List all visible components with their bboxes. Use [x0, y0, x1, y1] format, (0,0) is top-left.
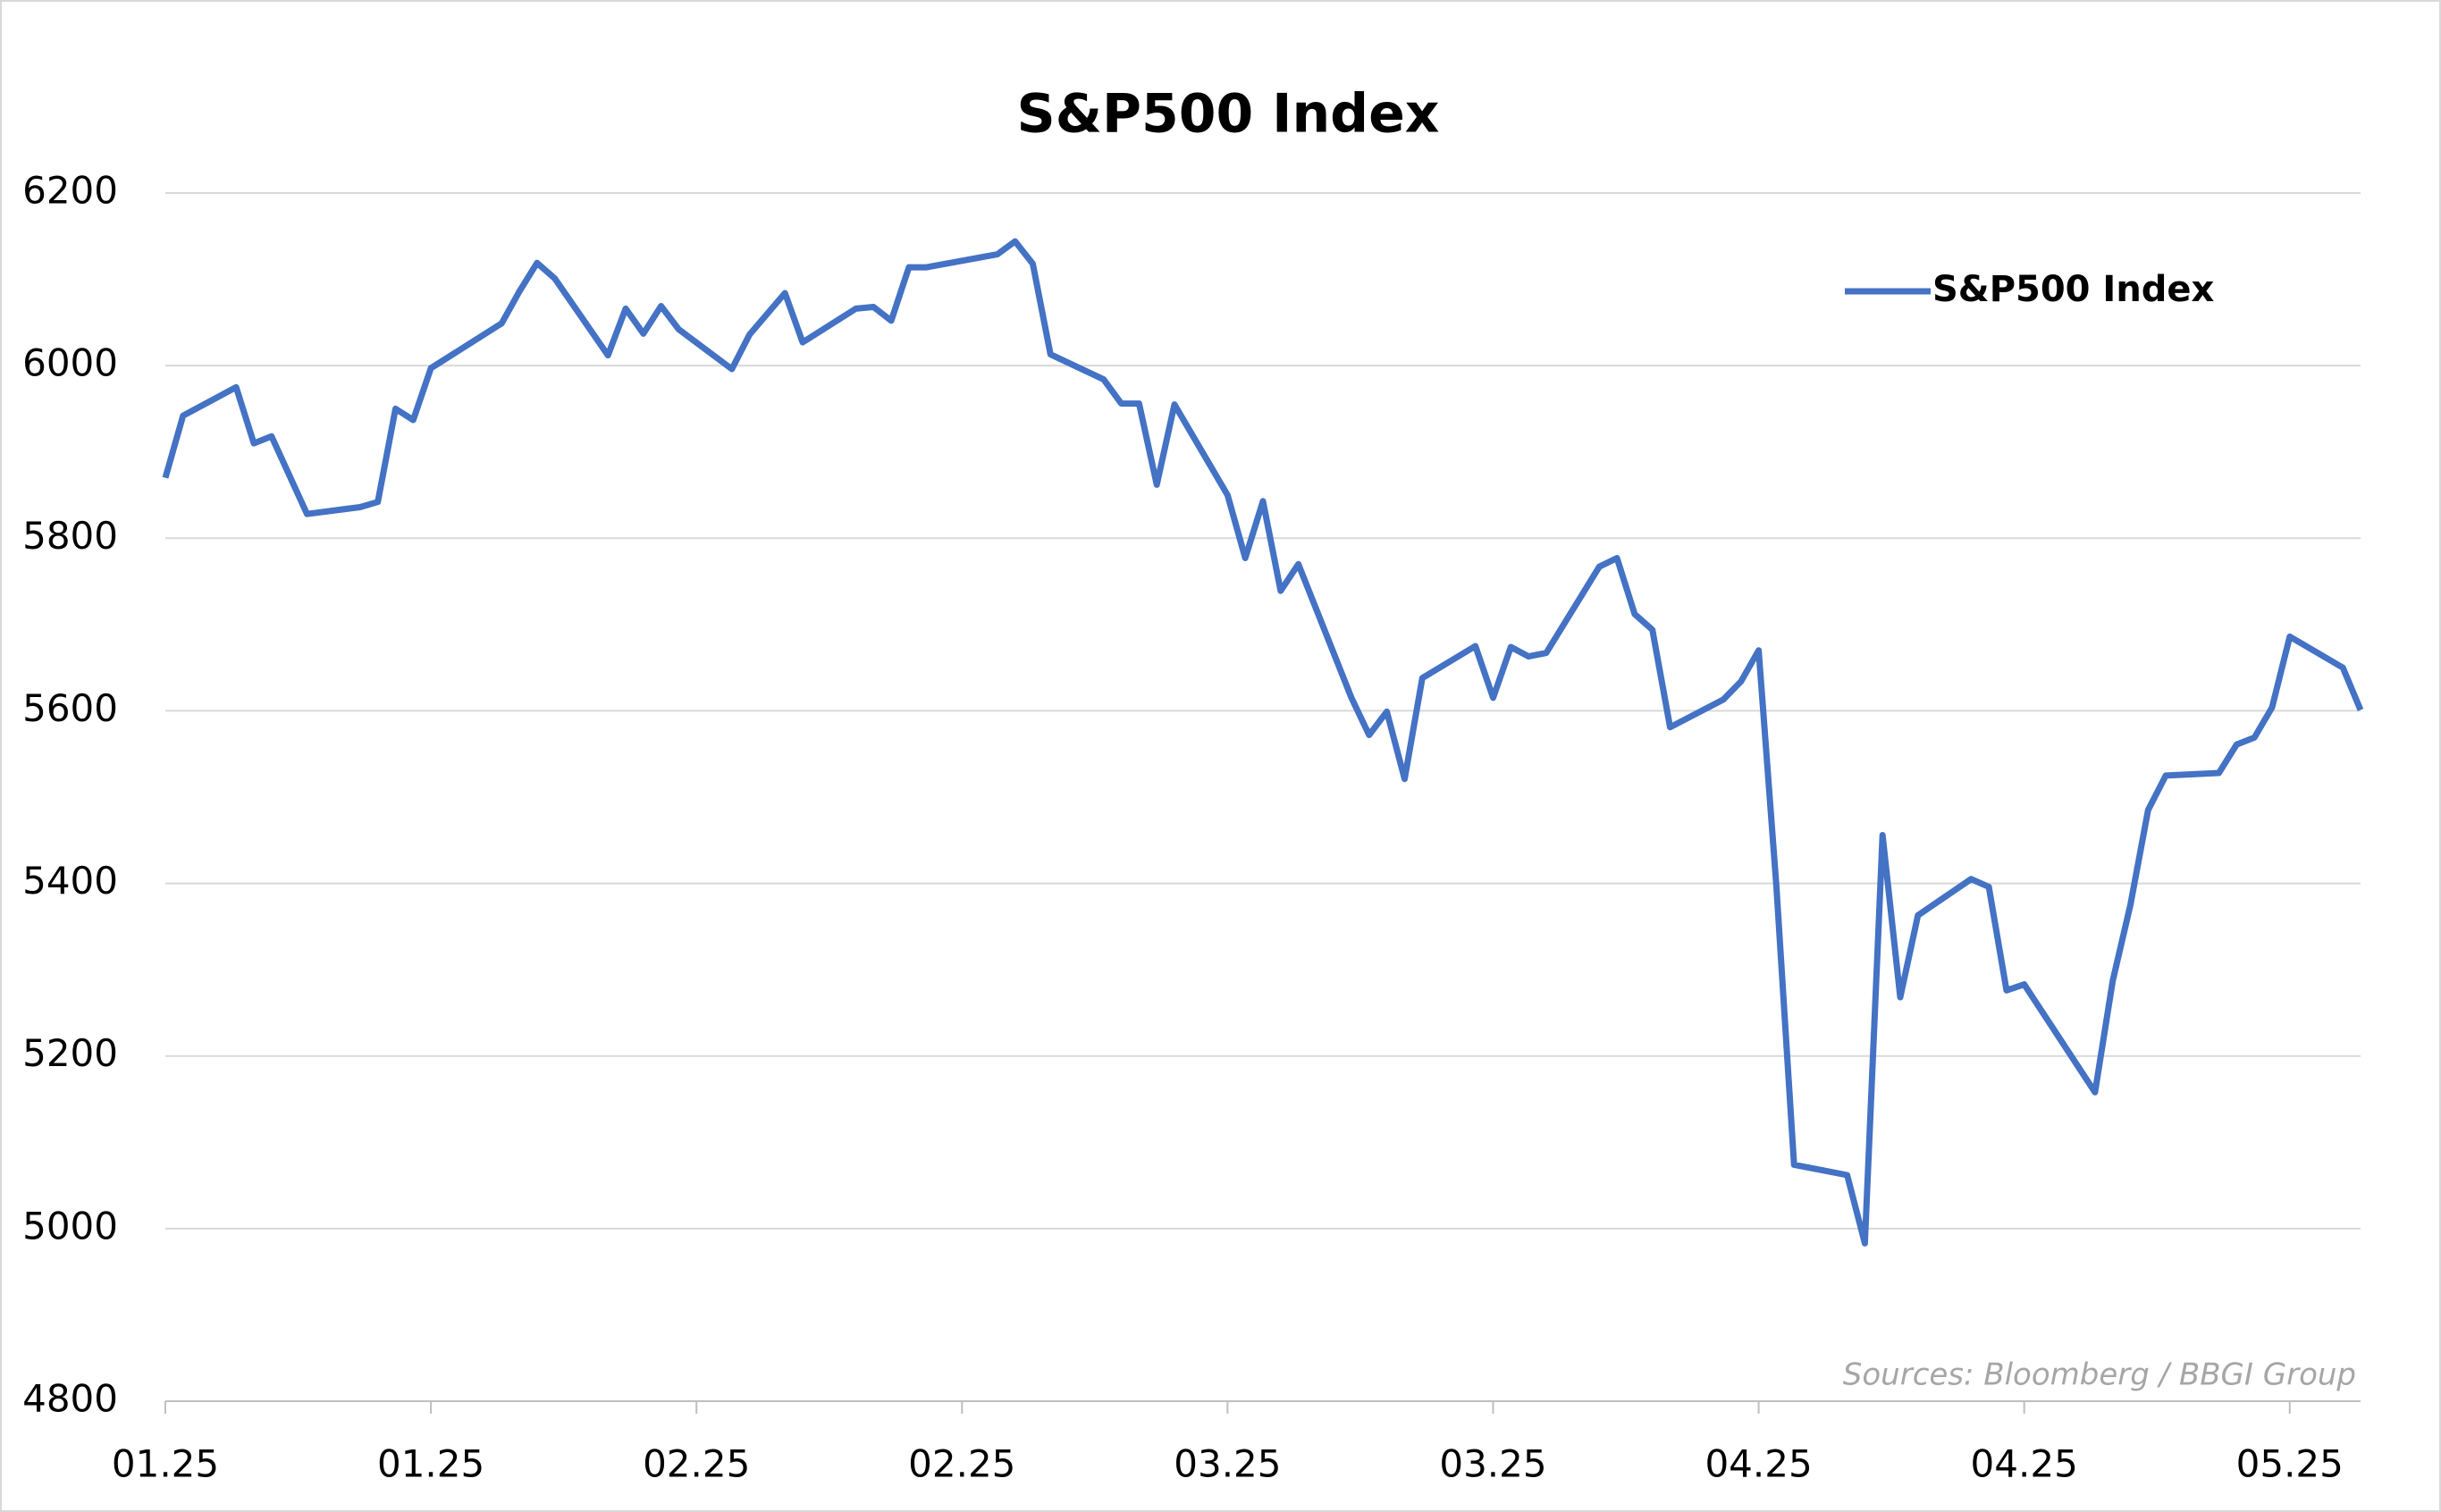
y-tick-label: 5400 — [22, 859, 118, 903]
x-tick-label: 04.25 — [1704, 1442, 1812, 1486]
y-tick-label: 5600 — [22, 686, 118, 730]
series-line — [162, 238, 2364, 1247]
y-tick-label: 5800 — [22, 514, 118, 558]
y-tick-label: 5000 — [22, 1204, 118, 1247]
x-tick-label: 05.25 — [2236, 1442, 2344, 1486]
y-tick-label: 4800 — [22, 1377, 118, 1421]
x-tick-label: 03.25 — [1439, 1442, 1546, 1486]
source-note: Sources: Bloomberg / BBGI Group — [1843, 1357, 2356, 1393]
x-tick-label: 01.25 — [112, 1442, 219, 1486]
x-tick-label: 04.25 — [1971, 1442, 2078, 1486]
x-tick-label: 01.25 — [377, 1442, 484, 1486]
x-tick-label: 02.25 — [643, 1442, 750, 1486]
y-tick-label: 6200 — [22, 169, 118, 213]
chart-title: S&P500 Index — [1016, 83, 1439, 146]
x-tick-label: 03.25 — [1174, 1442, 1281, 1486]
y-tick-label: 5200 — [22, 1031, 118, 1075]
legend-label: S&P500 Index — [1932, 269, 2215, 310]
y-tick-label: 6000 — [22, 341, 118, 385]
x-tick-label: 02.25 — [908, 1442, 1015, 1486]
